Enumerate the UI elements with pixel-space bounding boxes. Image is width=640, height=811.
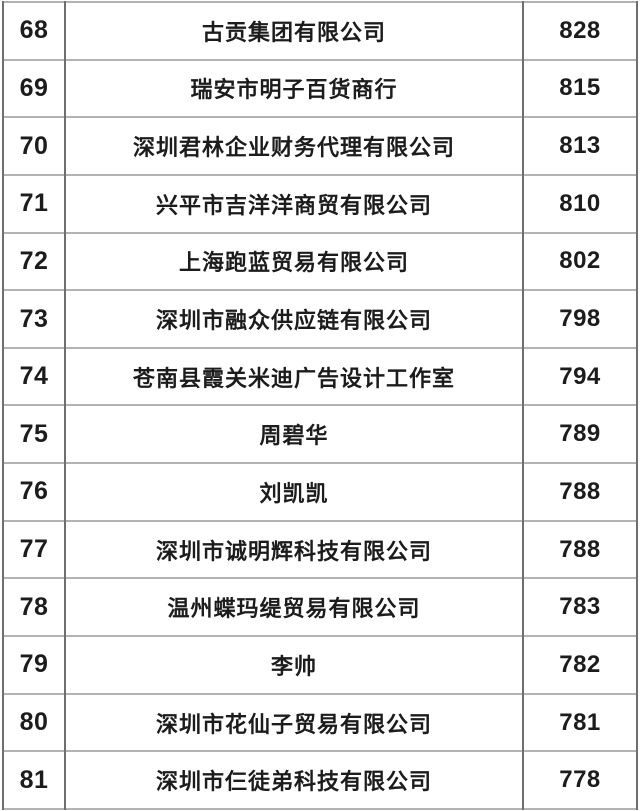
score-cell: 783	[522, 578, 638, 637]
company-name-cell: 李帅	[64, 636, 524, 694]
table-row: 74 苍南县霞关米迪广告设计工作室 794	[2, 347, 638, 406]
company-name-cell: 苍南县霞关米迪广告设计工作室	[64, 347, 524, 406]
rank-cell: 79	[2, 636, 66, 694]
rank-cell: 80	[2, 693, 66, 752]
company-name-cell: 上海跑蓝贸易有限公司	[64, 232, 524, 291]
table-row: 70 深圳君林企业财务代理有限公司 813	[2, 117, 638, 175]
score-cell: 810	[522, 174, 638, 233]
table-row: 71 兴平市吉洋洋商贸有限公司 810	[2, 174, 638, 233]
rank-cell: 81	[2, 751, 66, 809]
company-name-cell: 深圳市仨徒弟科技有限公司	[64, 751, 524, 809]
rank-cell: 71	[2, 174, 66, 233]
rank-cell: 77	[2, 520, 66, 579]
table-row: 68 古贡集团有限公司 828	[2, 2, 638, 60]
company-name-cell: 深圳市花仙子贸易有限公司	[64, 693, 524, 752]
score-cell: 782	[522, 636, 638, 694]
table-row: 77 深圳市诚明辉科技有限公司 788	[2, 520, 638, 579]
score-cell: 828	[522, 2, 638, 60]
rank-cell: 75	[2, 405, 66, 464]
rank-cell: 68	[2, 2, 66, 60]
score-cell: 789	[522, 405, 638, 464]
score-cell: 781	[522, 693, 638, 752]
table-row: 75 周碧华 789	[2, 405, 638, 464]
score-cell: 788	[522, 520, 638, 579]
score-cell: 794	[522, 347, 638, 406]
table-row: 72 上海跑蓝贸易有限公司 802	[2, 232, 638, 291]
company-name-cell: 兴平市吉洋洋商贸有限公司	[64, 174, 524, 233]
table-row: 80 深圳市花仙子贸易有限公司 781	[2, 693, 638, 752]
rank-cell: 69	[2, 59, 66, 118]
table-row: 76 刘凯凯 788	[2, 463, 638, 521]
company-name-cell: 瑞安市明子百货商行	[64, 59, 524, 118]
rank-cell: 72	[2, 232, 66, 291]
score-cell: 798	[522, 290, 638, 348]
score-cell: 788	[522, 463, 638, 521]
table-row: 73 深圳市融众供应链有限公司 798	[2, 290, 638, 348]
rank-cell: 73	[2, 290, 66, 348]
rank-cell: 70	[2, 117, 66, 175]
company-name-cell: 刘凯凯	[64, 463, 524, 521]
company-name-cell: 深圳市诚明辉科技有限公司	[64, 520, 524, 579]
table-row: 69 瑞安市明子百货商行 815	[2, 59, 638, 118]
rank-cell: 78	[2, 578, 66, 637]
company-name-cell: 深圳市融众供应链有限公司	[64, 290, 524, 348]
score-cell: 778	[522, 751, 638, 809]
score-cell: 815	[522, 59, 638, 118]
company-name-cell: 古贡集团有限公司	[64, 2, 524, 60]
table-row: 79 李帅 782	[2, 636, 638, 694]
company-name-cell: 温州蝶玛缇贸易有限公司	[64, 578, 524, 637]
company-name-cell: 周碧华	[64, 405, 524, 464]
rank-cell: 76	[2, 463, 66, 521]
company-name-cell: 深圳君林企业财务代理有限公司	[64, 117, 524, 175]
table-row: 78 温州蝶玛缇贸易有限公司 783	[2, 578, 638, 637]
rank-cell: 74	[2, 347, 66, 406]
table-row: 81 深圳市仨徒弟科技有限公司 778	[2, 751, 638, 809]
score-cell: 802	[522, 232, 638, 291]
score-cell: 813	[522, 117, 638, 175]
